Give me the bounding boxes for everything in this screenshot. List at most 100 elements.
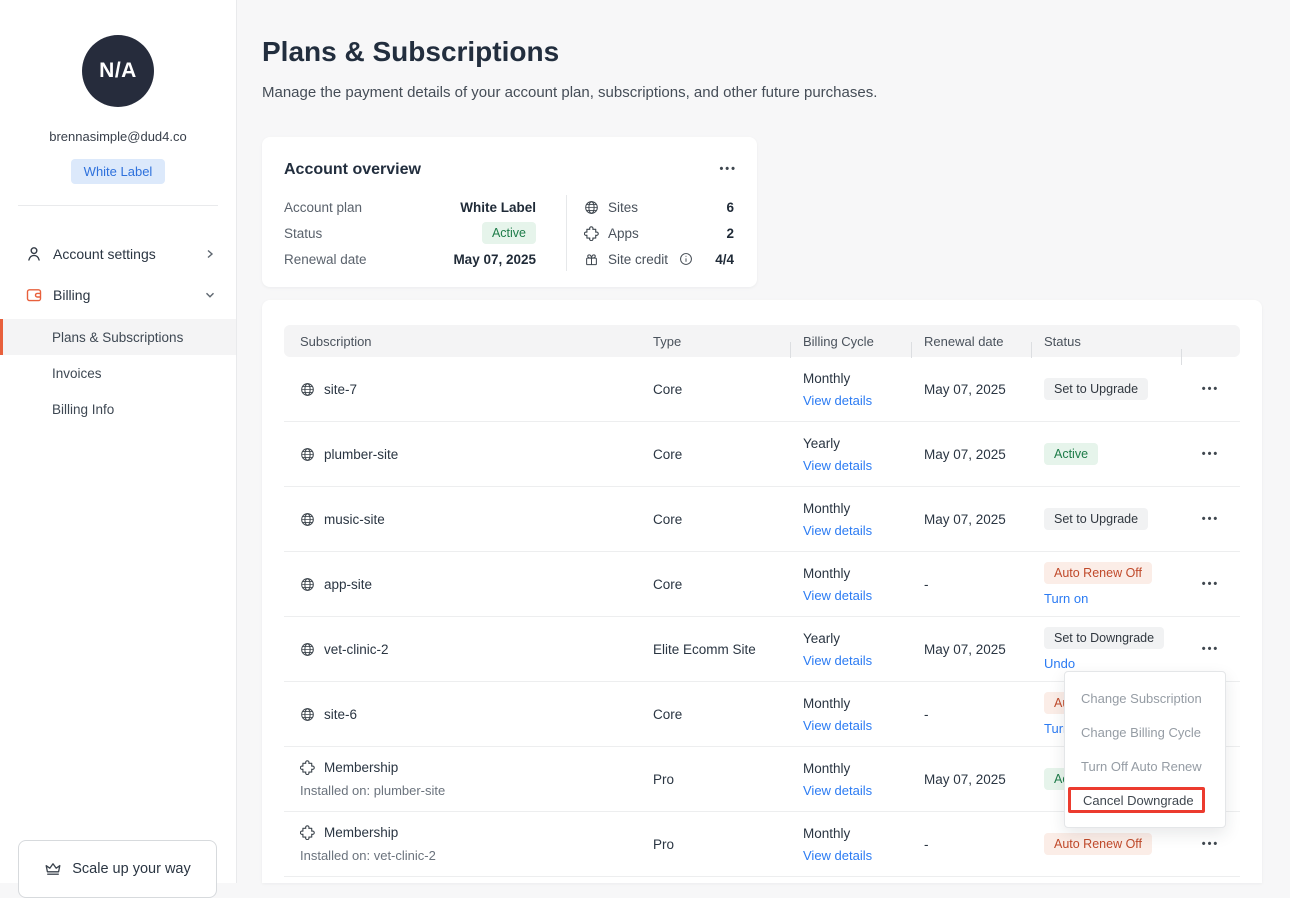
- renewal-date-value: -: [924, 836, 929, 852]
- view-details-link[interactable]: View details: [803, 847, 873, 863]
- account-overview-card: Account overview ••• Account plan White …: [262, 137, 757, 287]
- status-action-link[interactable]: Turn on: [1044, 591, 1089, 606]
- field-label: Renewal date: [284, 251, 367, 267]
- annotation-highlight-box: Cancel Downgrade: [1068, 787, 1205, 813]
- menu-item-cancel-downgrade[interactable]: Cancel Downgrade: [1065, 783, 1225, 817]
- gift-icon: [584, 252, 599, 267]
- more-options-icon[interactable]: •••: [1201, 837, 1220, 850]
- subscription-type: Elite Ecomm Site: [653, 641, 756, 657]
- view-details-link[interactable]: View details: [803, 392, 873, 408]
- more-options-icon[interactable]: •••: [1201, 577, 1220, 590]
- renewal-date-value: May 07, 2025: [924, 446, 1006, 462]
- sidebar-item-label: Billing: [53, 286, 91, 303]
- subscription-name: site-7: [324, 381, 358, 397]
- stat-label: Apps: [608, 225, 639, 241]
- more-options-icon[interactable]: •••: [719, 163, 737, 175]
- sidebar-nav: Account settings Billing Plans & Subscri…: [0, 233, 236, 427]
- subscription-type: Core: [653, 446, 683, 462]
- plan-type-badge: White Label: [70, 159, 166, 184]
- sidebar-item-account-settings[interactable]: Account settings: [0, 233, 236, 274]
- chevron-right-icon: [204, 248, 216, 260]
- sidebar: N/A brennasimple@dud4.co White Label Acc…: [0, 0, 237, 898]
- globe-icon: [584, 200, 599, 215]
- billing-cycle-value: Monthly: [803, 500, 851, 516]
- stat-label: Site credit: [608, 251, 669, 267]
- view-details-link[interactable]: View details: [803, 717, 873, 733]
- more-options-icon[interactable]: •••: [1201, 642, 1220, 655]
- table-row: Membership Installed on: vet-clinic-2 Pr…: [284, 812, 1240, 877]
- globe-icon: [300, 642, 315, 657]
- renewal-date-value: -: [924, 576, 929, 592]
- overview-field-status: Status Active: [284, 220, 536, 246]
- more-options-icon[interactable]: •••: [1201, 447, 1220, 460]
- billing-cycle-value: Monthly: [803, 370, 851, 386]
- stat-value: 4/4: [715, 251, 734, 267]
- crown-icon: [44, 860, 62, 878]
- column-header-status: Status: [1031, 334, 1181, 358]
- sidebar-item-plans-subscriptions[interactable]: Plans & Subscriptions: [0, 319, 236, 355]
- installed-on-label: Installed on: plumber-site: [300, 783, 446, 798]
- subscription-name: Membership: [324, 825, 399, 840]
- subscription-type: Core: [653, 511, 683, 527]
- stat-label: Sites: [608, 199, 639, 215]
- view-details-link[interactable]: View details: [803, 522, 873, 538]
- column-header-renewal-date: Renewal date: [911, 334, 1031, 358]
- subscription-type: Pro: [653, 836, 675, 852]
- table-row: plumber-site Core Yearly View details Ma…: [284, 422, 1240, 487]
- stat-value: 2: [726, 225, 734, 241]
- table-row: music-site Core Monthly View details May…: [284, 487, 1240, 552]
- menu-item-turn-off-auto-renew[interactable]: Turn Off Auto Renew: [1081, 758, 1202, 774]
- scale-up-button[interactable]: Scale up your way: [18, 840, 217, 898]
- view-details-link[interactable]: View details: [803, 782, 873, 798]
- overview-fields: Account plan White Label Status Active R…: [284, 194, 536, 272]
- wallet-icon: [25, 286, 43, 304]
- status-badge: Set to Upgrade: [1044, 378, 1149, 400]
- table-row: site-7 Core Monthly View details May 07,…: [284, 357, 1240, 422]
- subscription-name: Membership: [324, 760, 399, 775]
- page-subtitle: Manage the payment details of your accou…: [262, 84, 878, 101]
- more-options-icon[interactable]: •••: [1201, 382, 1220, 395]
- renewal-date-value: -: [924, 706, 929, 722]
- column-header-billing-cycle: Billing Cycle: [790, 334, 911, 358]
- status-badge: Auto Renew Off: [1044, 562, 1153, 584]
- menu-item-change-billing-cycle[interactable]: Change Billing Cycle: [1081, 724, 1201, 740]
- more-options-icon[interactable]: •••: [1201, 512, 1220, 525]
- info-icon[interactable]: [679, 252, 693, 266]
- overview-title: Account overview: [284, 161, 421, 178]
- globe-icon: [300, 512, 315, 527]
- table-row: vet-clinic-2 Elite Ecomm Site Yearly Vie…: [284, 617, 1240, 682]
- overview-divider: [566, 195, 567, 271]
- status-badge: Active: [481, 222, 536, 244]
- status-badge: Auto Renew Off: [1044, 833, 1153, 855]
- field-label: Account plan: [284, 199, 363, 215]
- overview-stat-sites: Sites 6: [584, 194, 734, 220]
- renewal-date-value: May 07, 2025: [924, 381, 1006, 397]
- sidebar-item-label: Account settings: [53, 245, 156, 262]
- overview-stat-site-credit: Site credit 4/4: [584, 246, 734, 272]
- view-details-link[interactable]: View details: [803, 587, 873, 603]
- menu-item-change-subscription[interactable]: Change Subscription: [1081, 690, 1202, 706]
- status-badge: Set to Downgrade: [1044, 627, 1165, 649]
- avatar: N/A: [82, 35, 154, 107]
- status-action-link[interactable]: Undo: [1044, 656, 1076, 671]
- subscription-type: Core: [653, 706, 683, 722]
- puzzle-icon: [300, 825, 315, 840]
- billing-cycle-value: Monthly: [803, 695, 851, 711]
- overview-stats: Sites 6 Apps 2 Site credit: [584, 194, 734, 272]
- table-row: app-site Core Monthly View details - Aut…: [284, 552, 1240, 617]
- sidebar-item-label: Invoices: [52, 365, 102, 381]
- avatar-label: N/A: [99, 59, 137, 82]
- person-icon: [25, 245, 43, 263]
- view-details-link[interactable]: View details: [803, 457, 873, 473]
- subscription-name: music-site: [324, 511, 385, 527]
- overview-field-account-plan: Account plan White Label: [284, 194, 536, 220]
- sidebar-divider: [18, 205, 218, 206]
- puzzle-icon: [300, 760, 315, 775]
- chevron-down-icon: [204, 289, 216, 301]
- sidebar-item-billing[interactable]: Billing: [0, 274, 236, 315]
- globe-icon: [300, 577, 315, 592]
- sidebar-item-invoices[interactable]: Invoices: [0, 355, 236, 391]
- sidebar-item-billing-info[interactable]: Billing Info: [0, 391, 236, 427]
- billing-cycle-value: Yearly: [803, 435, 841, 451]
- view-details-link[interactable]: View details: [803, 652, 873, 668]
